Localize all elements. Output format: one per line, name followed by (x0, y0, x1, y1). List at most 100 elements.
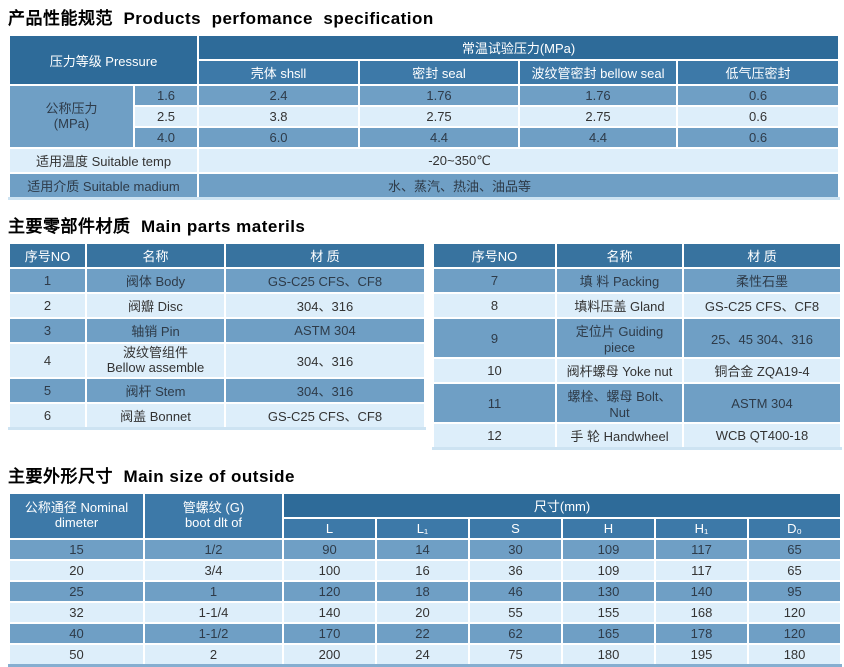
data-cell: 0.6 (676, 126, 841, 149)
col-header-low-pressure-seal: 低气压密封 (676, 59, 841, 86)
col-header-bellow-seal: 波纹管密封 bellow seal (518, 59, 679, 86)
part-no: 2 (8, 292, 87, 319)
data-cell: 2.75 (518, 105, 679, 128)
size-cell: 1-1/2 (143, 622, 284, 645)
size-cell: 140 (654, 580, 749, 603)
part-material: 304、316 (224, 377, 426, 405)
performance-table: 压力等级 Pressure 常温试验压力(MPa) 壳体 shsll 密封 se… (7, 34, 841, 200)
col-header-H1: H₁ (654, 517, 749, 540)
part-name: 轴销 Pin (85, 317, 226, 344)
part-no: 3 (8, 317, 87, 344)
data-cell: 4.4 (518, 126, 679, 149)
size-cell: 109 (561, 538, 656, 561)
test-pressure-header: 常温试验压力(MPa) (197, 34, 841, 61)
materials-table-left: 序号NO 名称 材 质 1 阀体 Body GS-C25 CFS、CF8 2 阀… (8, 242, 426, 431)
part-no: 12 (432, 422, 557, 450)
size-cell: 95 (746, 580, 843, 603)
part-material: 铜合金 ZQA19-4 (682, 357, 842, 384)
size-cell: 24 (375, 643, 470, 667)
section-title-sizes: 主要外形尺寸 Main size of outside (8, 467, 295, 486)
suitable-temp-value: -20~350℃ (197, 147, 841, 174)
part-material: 304、316 (224, 292, 426, 319)
suitable-medium-label: 适用介质 Suitable madium (7, 172, 200, 200)
size-cell: 178 (654, 622, 749, 645)
part-name: 阀盖 Bonnet (85, 402, 226, 430)
col-header-L: L (282, 517, 377, 540)
materials-tables: 序号NO 名称 材 质 1 阀体 Body GS-C25 CFS、CF8 2 阀… (8, 242, 842, 450)
data-cell: 2.75 (358, 105, 521, 128)
size-cell: 1 (143, 580, 284, 603)
part-no: 8 (432, 292, 557, 319)
section-title-materials: 主要零部件材质 Main parts materils (8, 217, 306, 236)
data-cell: 0.6 (676, 105, 841, 128)
part-material: GS-C25 CFS、CF8 (224, 267, 426, 294)
col-header-no: 序号NO (432, 242, 557, 269)
size-cell: 2 (143, 643, 284, 667)
col-header-S: S (468, 517, 563, 540)
part-material: ASTM 304 (224, 317, 426, 344)
size-cell: 1/2 (143, 538, 284, 561)
size-cell: 32 (8, 601, 145, 624)
part-name: 阀体 Body (85, 267, 226, 294)
size-cell: 25 (8, 580, 145, 603)
data-cell: 1.76 (518, 84, 679, 107)
part-material: 柔性石墨 (682, 267, 842, 294)
col-header-material: 材 质 (224, 242, 426, 269)
dimensions-header: 尺寸(mm) (281, 492, 843, 519)
size-cell: 36 (468, 559, 563, 582)
part-name: 螺栓、螺母 Bolt、Nut (555, 382, 684, 424)
suitable-medium-value: 水、蒸汽、热油、油品等 (197, 172, 841, 200)
data-cell: 6.0 (197, 126, 361, 149)
size-cell: 180 (561, 643, 656, 667)
data-cell: 4.4 (358, 126, 521, 149)
part-name: 手 轮 Handwheel (555, 422, 684, 450)
materials-table-right: 序号NO 名称 材 质 7 填 料 Packing 柔性石墨 8 填料压盖 Gl… (432, 242, 842, 450)
part-no: 11 (432, 382, 557, 424)
part-name: 阀杆螺母 Yoke nut (555, 357, 684, 384)
part-name: 波纹管组件 Bellow assemble (85, 341, 226, 380)
size-cell: 65 (746, 559, 843, 582)
part-name: 阀杆 Stem (85, 377, 226, 405)
col-header-seal: 密封 seal (358, 59, 521, 86)
size-cell: 3/4 (143, 559, 284, 582)
size-cell: 130 (561, 580, 656, 603)
size-cell: 90 (282, 538, 377, 561)
data-cell: 4.0 (132, 126, 200, 149)
size-cell: 117 (654, 559, 749, 582)
size-cell: 200 (282, 643, 377, 667)
size-cell: 165 (561, 622, 656, 645)
size-cell: 20 (8, 559, 145, 582)
size-cell: 1-1/4 (143, 601, 284, 624)
col-header-name: 名称 (555, 242, 684, 269)
col-header-pipe-thread: 管螺纹 (G) boot dlt of (143, 492, 284, 540)
size-cell: 30 (468, 538, 563, 561)
col-header-L1: L₁ (375, 517, 470, 540)
size-cell: 155 (561, 601, 656, 624)
data-cell: 2.5 (132, 105, 200, 128)
data-cell: 1.76 (358, 84, 521, 107)
part-no: 1 (8, 267, 87, 294)
size-cell: 46 (468, 580, 563, 603)
part-material: 304、316 (224, 341, 426, 380)
col-header-material: 材 质 (682, 242, 842, 269)
size-cell: 65 (746, 538, 843, 561)
col-header-name: 名称 (85, 242, 226, 269)
data-cell: 3.8 (197, 105, 361, 128)
size-cell: 18 (375, 580, 470, 603)
data-cell: 0.6 (676, 84, 841, 107)
part-material: ASTM 304 (682, 382, 842, 424)
size-cell: 120 (746, 622, 843, 645)
size-cell: 170 (282, 622, 377, 645)
col-header-H: H (561, 517, 656, 540)
size-cell: 180 (746, 643, 843, 667)
part-no: 7 (432, 267, 557, 294)
pressure-grade-header: 压力等级 Pressure (7, 34, 200, 86)
size-cell: 14 (375, 538, 470, 561)
part-name: 填料压盖 Gland (555, 292, 684, 319)
size-cell: 55 (468, 601, 563, 624)
page-title: 产品性能规范 Products perfomance specification (8, 9, 434, 28)
part-no: 4 (8, 341, 87, 380)
size-cell: 62 (468, 622, 563, 645)
part-material: GS-C25 CFS、CF8 (682, 292, 842, 319)
